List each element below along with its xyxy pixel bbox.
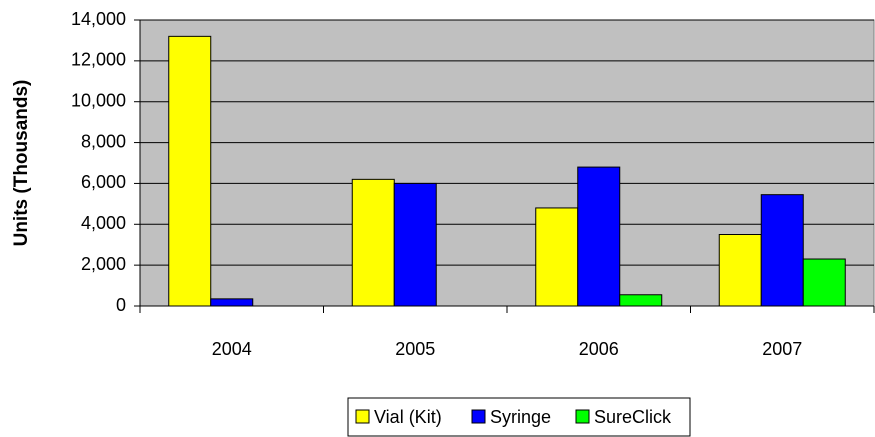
y-tick-label: 12,000 <box>71 50 126 70</box>
y-tick-label: 8,000 <box>81 131 126 151</box>
legend-label: Vial (Kit) <box>374 407 442 427</box>
y-tick-label: 10,000 <box>71 90 126 110</box>
bar <box>351 178 395 307</box>
bar <box>718 234 762 307</box>
y-tick-label: 6,000 <box>81 172 126 192</box>
y-axis-label: Units (Thousands) <box>11 80 32 247</box>
bar <box>168 35 212 307</box>
x-tick-label: 2006 <box>579 339 619 359</box>
legend-swatch <box>575 409 590 424</box>
bar <box>760 194 804 307</box>
legend-swatch <box>355 409 370 424</box>
legend-label: Syringe <box>490 407 551 427</box>
x-tick-label: 2007 <box>762 339 802 359</box>
x-tick-label: 2004 <box>212 339 252 359</box>
bar <box>577 166 621 307</box>
legend-swatch <box>471 409 486 424</box>
bar <box>802 258 846 307</box>
y-tick-label: 0 <box>116 295 126 315</box>
bar <box>393 182 437 307</box>
bar <box>619 294 663 307</box>
legend-box <box>347 397 691 437</box>
bar <box>535 207 579 307</box>
legend-label: SureClick <box>594 407 672 427</box>
y-tick-label: 14,000 <box>71 9 126 29</box>
x-tick-label: 2005 <box>395 339 435 359</box>
y-tick-label: 2,000 <box>81 254 126 274</box>
bar <box>210 298 254 307</box>
y-tick-label: 4,000 <box>81 213 126 233</box>
